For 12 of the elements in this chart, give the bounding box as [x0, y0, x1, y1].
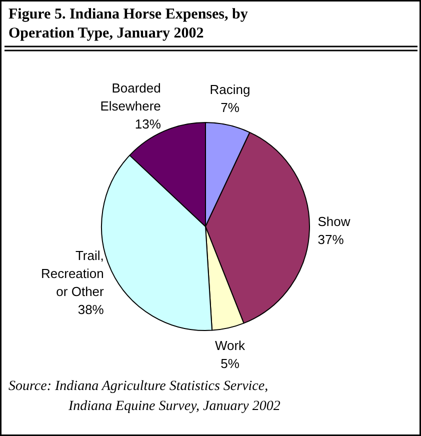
- data-label: 5%: [220, 356, 240, 371]
- slice-label: Boarded Elsewhere: [100, 80, 161, 114]
- data-label: 13%: [134, 116, 162, 132]
- slice-label: Work: [214, 338, 246, 353]
- data-label: 37%: [318, 232, 344, 248]
- slice-label: Show: [318, 214, 351, 230]
- slice-label: Racing: [210, 82, 250, 98]
- source-note: Source: Indiana Agriculture Statistics Service, Indiana Equine Survey, January 2002: [8, 379, 280, 414]
- data-label: 38%: [78, 302, 104, 317]
- chart-title: Figure 5. Indiana Horse Expenses, by Operation Type, January 2002: [8, 6, 248, 42]
- slice-label: Trail, Recreation or Other: [41, 248, 105, 299]
- data-label: 7%: [220, 100, 240, 116]
